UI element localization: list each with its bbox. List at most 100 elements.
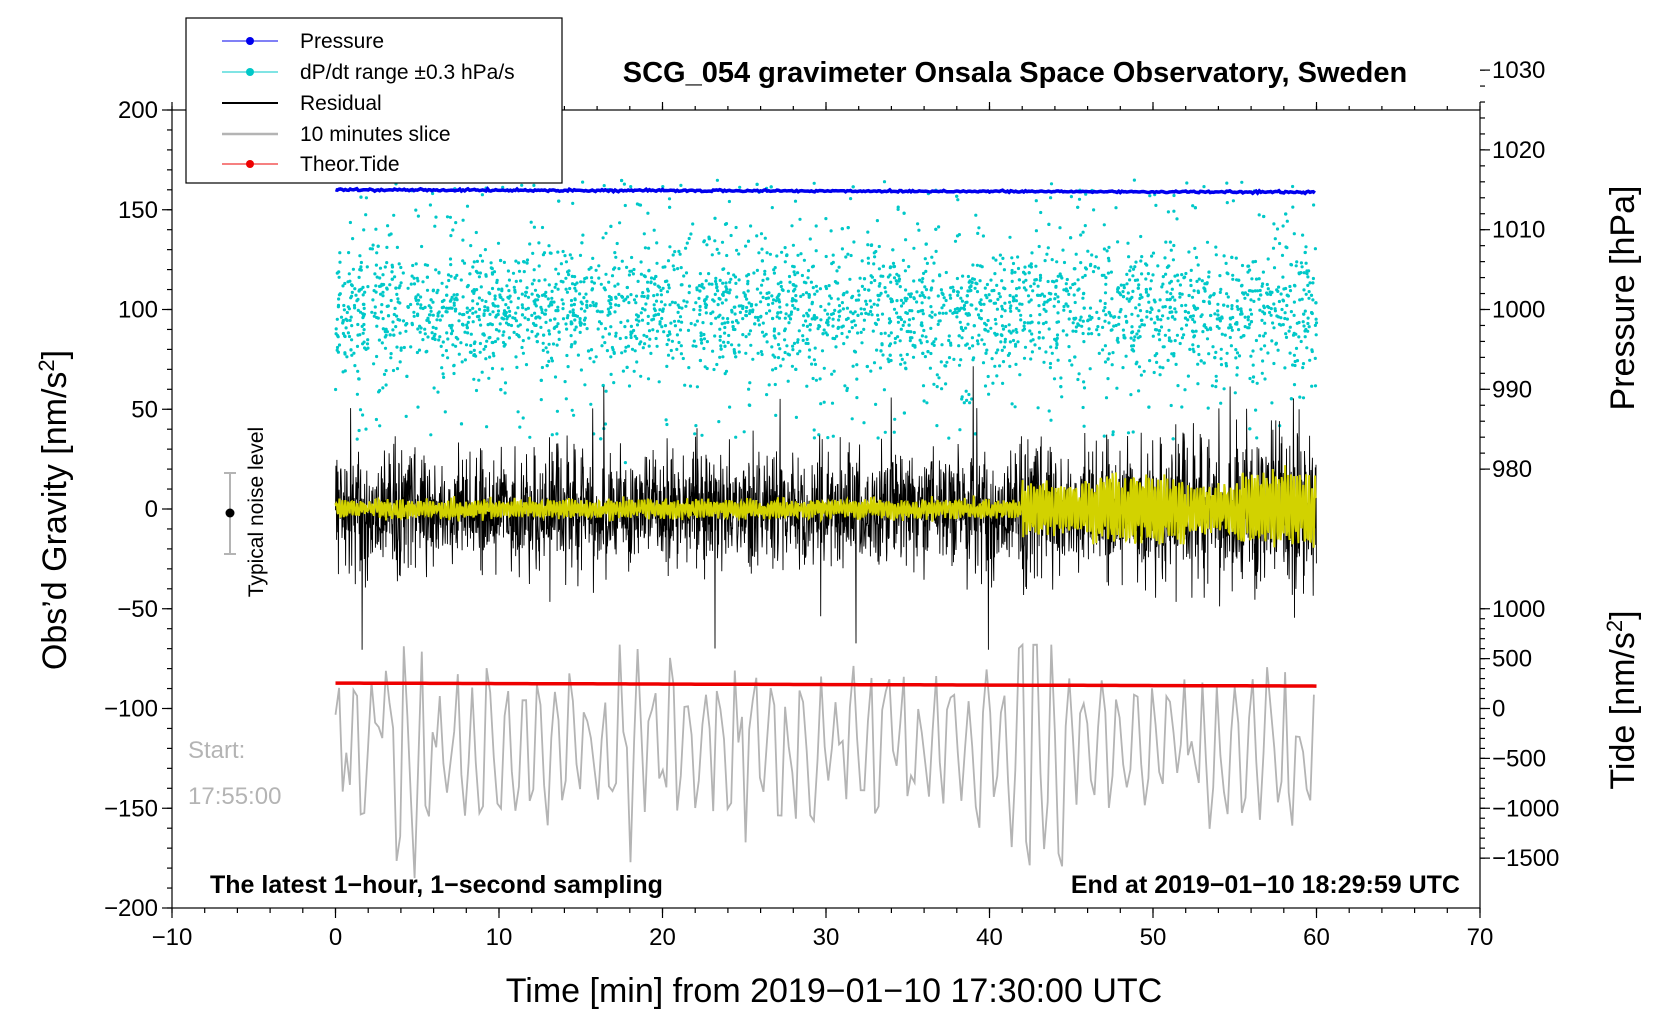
dpdt-point (693, 323, 697, 327)
dpdt-point (432, 386, 436, 390)
dpdt-point (585, 303, 589, 307)
dpdt-point (937, 311, 942, 315)
dpdt-point (499, 258, 503, 263)
dpdt-point (661, 185, 665, 189)
dpdt-point (465, 285, 469, 289)
dpdt-point (371, 243, 375, 247)
dpdt-point (896, 205, 900, 209)
dpdt-point (1140, 323, 1144, 327)
dpdt-point (1150, 307, 1154, 311)
dpdt-point (1161, 345, 1165, 349)
dpdt-point (1145, 315, 1149, 319)
dpdt-point (970, 397, 974, 401)
dpdt-point (1248, 376, 1252, 381)
dpdt-point (679, 183, 683, 187)
y-tick-label: −100 (104, 696, 158, 723)
dpdt-point (912, 279, 916, 283)
dpdt-point (450, 306, 454, 310)
dpdt-point (1089, 262, 1093, 266)
dpdt-point (1096, 266, 1101, 270)
dpdt-point (581, 233, 585, 237)
dpdt-point (356, 369, 360, 373)
dpdt-point (1015, 330, 1019, 334)
dpdt-point (1000, 307, 1005, 311)
dpdt-point (383, 346, 388, 350)
dpdt-point (1082, 306, 1086, 310)
dpdt-point (869, 369, 873, 373)
dpdt-point (1284, 335, 1289, 339)
dpdt-point (805, 384, 809, 388)
dpdt-point (802, 258, 807, 262)
dpdt-point (609, 325, 613, 329)
dpdt-point (412, 282, 417, 286)
dpdt-point (1001, 360, 1006, 364)
dpdt-point (600, 310, 604, 314)
dpdt-point (860, 341, 864, 345)
dpdt-point (1292, 232, 1296, 236)
dpdt-point (662, 330, 666, 334)
dpdt-point (1266, 351, 1270, 355)
dpdt-point (449, 274, 453, 278)
dpdt-point (341, 321, 345, 325)
dpdt-point (514, 319, 519, 323)
dpdt-point (781, 357, 785, 361)
dpdt-point (469, 332, 473, 336)
dpdt-point (516, 410, 520, 414)
dpdt-point (1157, 309, 1161, 313)
dpdt-point (492, 354, 496, 358)
dpdt-point (1193, 320, 1197, 324)
dpdt-point (1251, 349, 1255, 353)
dpdt-point (576, 353, 581, 357)
dpdt-point (1201, 330, 1205, 334)
dpdt-point (419, 295, 423, 299)
dpdt-point (625, 365, 629, 369)
dpdt-point (947, 338, 951, 343)
dpdt-point (1033, 278, 1037, 282)
dpdt-point (546, 297, 550, 301)
dpdt-point (1122, 283, 1126, 287)
dpdt-point (633, 349, 637, 353)
dpdt-point (1151, 251, 1156, 255)
dpdt-point (388, 283, 392, 287)
dpdt-point (1272, 326, 1276, 330)
dpdt-point (1173, 298, 1177, 302)
dpdt-point (572, 413, 576, 417)
dpdt-point (630, 347, 635, 351)
dpdt-point (1207, 352, 1211, 356)
dpdt-point (1151, 273, 1155, 277)
dpdt-point (415, 276, 419, 280)
dpdt-point (547, 342, 551, 346)
dpdt-point (1128, 278, 1132, 282)
dpdt-point (1283, 366, 1287, 370)
dpdt-point (909, 295, 913, 299)
dpdt-point (525, 328, 530, 332)
dpdt-point (755, 268, 760, 272)
dpdt-point (1301, 362, 1306, 366)
dpdt-point (720, 322, 724, 326)
dpdt-point (776, 343, 781, 347)
dpdt-point (1215, 324, 1219, 329)
dpdt-point (1301, 366, 1305, 370)
dpdt-point (468, 350, 472, 354)
dpdt-point (345, 355, 349, 359)
dpdt-point (1266, 304, 1270, 309)
dpdt-point (672, 268, 676, 272)
dpdt-point (860, 284, 865, 288)
dpdt-point (364, 427, 368, 431)
dpdt-point (401, 271, 405, 275)
dpdt-point (1263, 331, 1267, 335)
dpdt-point (533, 311, 537, 315)
dpdt-point (1208, 301, 1212, 305)
dpdt-point (989, 326, 993, 330)
dpdt-point (808, 323, 812, 327)
dpdt-point (1167, 264, 1171, 268)
dpdt-point (1016, 340, 1020, 344)
dpdt-point (1269, 313, 1273, 317)
dpdt-point (1225, 181, 1229, 185)
dpdt-point (734, 225, 738, 230)
dpdt-point (362, 302, 366, 306)
dpdt-point (1106, 256, 1111, 260)
dpdt-point (436, 288, 440, 292)
dpdt-point (737, 252, 741, 256)
dpdt-point (907, 292, 911, 296)
